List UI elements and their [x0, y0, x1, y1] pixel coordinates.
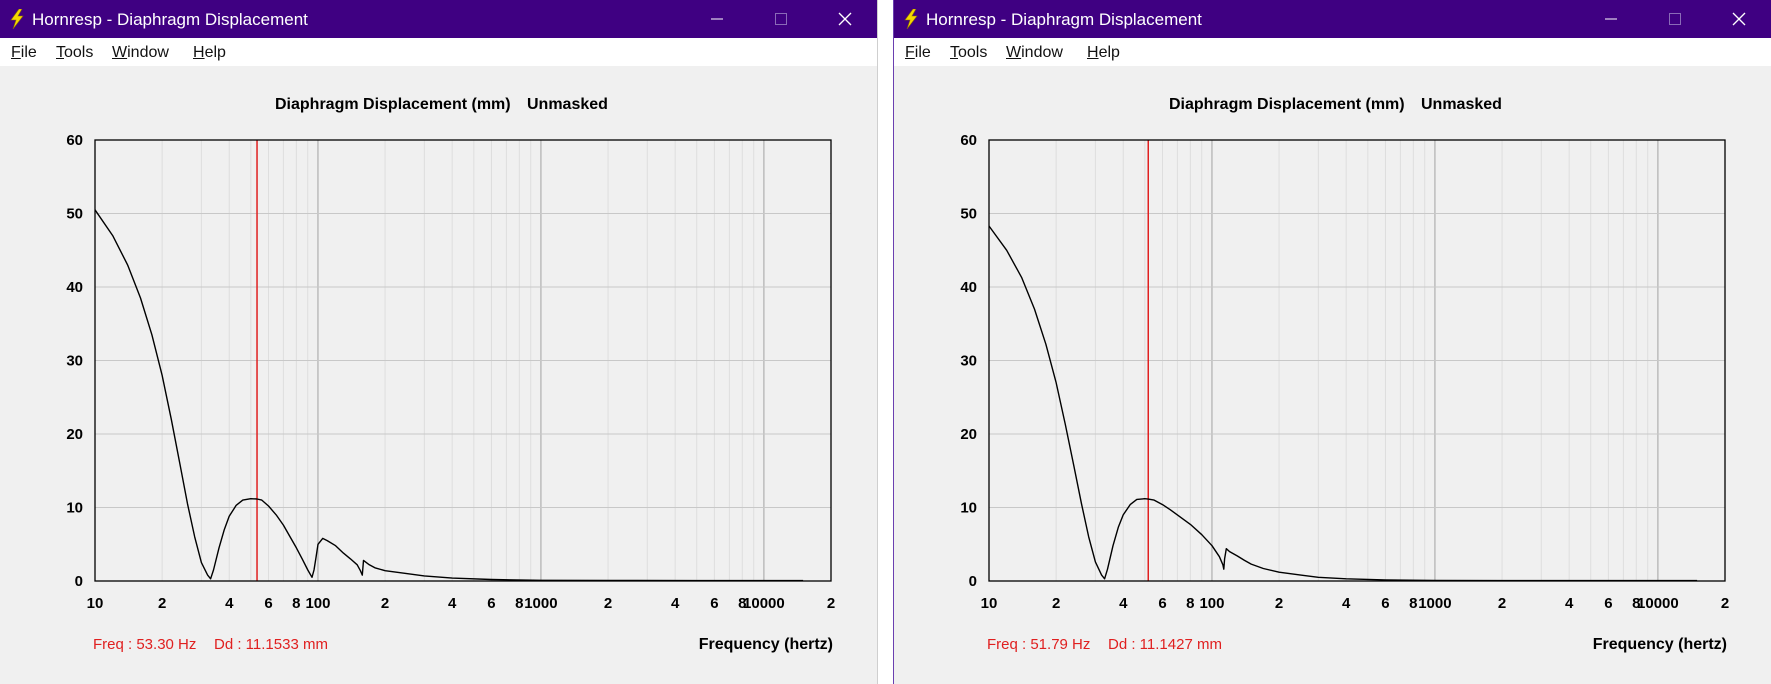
- y-tick-label: 30: [960, 353, 977, 370]
- maximize-icon: [1669, 13, 1681, 25]
- minimize-icon: [711, 18, 723, 20]
- x-tick-label: 6: [264, 595, 272, 612]
- x-tick-label: 10: [981, 595, 998, 612]
- close-button[interactable]: [813, 0, 877, 38]
- plot-area-frame: [988, 139, 1726, 582]
- menu-tools[interactable]: Tools: [950, 44, 988, 61]
- chart-mode-label: Unmasked: [1421, 96, 1502, 113]
- x-tick-label: 6: [1381, 595, 1389, 612]
- hornresp-window-left: Hornresp - Diaphragm Displacement File T…: [0, 0, 878, 684]
- x-tick-label: 4: [448, 595, 457, 612]
- x-tick-label: 1000: [524, 595, 557, 612]
- window-title: Hornresp - Diaphragm Displacement: [926, 10, 1202, 29]
- x-tick-label: 2: [1052, 595, 1060, 612]
- close-button[interactable]: [1707, 0, 1771, 38]
- maximize-button[interactable]: [749, 0, 813, 38]
- chart-mode-label: Unmasked: [527, 96, 608, 113]
- menu-tools[interactable]: Tools: [56, 44, 94, 61]
- title-bar[interactable]: Hornresp - Diaphragm Displacement: [894, 0, 1771, 38]
- displacement-chart[interactable]: Diaphragm Displacement (mm) Unmasked 010…: [894, 66, 1771, 684]
- x-tick-label: 8: [1186, 595, 1194, 612]
- menu-bar: File Tools Window Help: [894, 38, 1771, 66]
- y-tick-label: 10: [960, 500, 977, 517]
- displacement-curve: [94, 209, 804, 582]
- hornresp-window-right: Hornresp - Diaphragm Displacement File T…: [893, 0, 1771, 684]
- y-tick-label: 0: [75, 573, 83, 590]
- y-tick-label: 50: [66, 206, 83, 223]
- menu-window[interactable]: Window: [1006, 44, 1063, 61]
- menu-help[interactable]: Help: [1087, 44, 1120, 61]
- menu-file[interactable]: File: [905, 44, 931, 61]
- y-tick-label: 20: [66, 426, 83, 443]
- lightning-bolt-icon: [10, 9, 24, 29]
- y-tick-label: 40: [960, 279, 977, 296]
- x-tick-label: 8: [292, 595, 300, 612]
- close-icon: [838, 12, 852, 26]
- x-tick-label: 8: [738, 595, 746, 612]
- x-tick-label: 4: [1119, 595, 1128, 612]
- plot-area-frame: [94, 139, 832, 582]
- menu-file[interactable]: File: [11, 44, 37, 61]
- x-tick-label: 2: [604, 595, 612, 612]
- x-tick-label: 4: [1565, 595, 1574, 612]
- maximize-icon: [775, 13, 787, 25]
- x-axis-label: Frequency (hertz): [1593, 636, 1727, 653]
- x-tick-label: 4: [671, 595, 680, 612]
- x-tick-label: 2: [158, 595, 166, 612]
- menu-help[interactable]: Help: [193, 44, 226, 61]
- maximize-button[interactable]: [1643, 0, 1707, 38]
- close-icon: [1732, 12, 1746, 26]
- x-tick-label: 10: [87, 595, 104, 612]
- chart-title: Diaphragm Displacement (mm): [1169, 96, 1405, 113]
- displacement-curve: [988, 225, 1698, 582]
- x-tick-label: 6: [1604, 595, 1612, 612]
- x-tick-label: 1000: [1418, 595, 1451, 612]
- x-tick-label: 2: [381, 595, 389, 612]
- window-gap: [878, 0, 893, 684]
- x-tick-label: 8: [1632, 595, 1640, 612]
- y-tick-label: 40: [66, 279, 83, 296]
- menu-bar: File Tools Window Help: [0, 38, 877, 66]
- y-tick-label: 0: [969, 573, 977, 590]
- displacement-chart[interactable]: Diaphragm Displacement (mm) Unmasked 010…: [0, 66, 878, 684]
- y-tick-label: 60: [66, 132, 83, 149]
- x-tick-label: 6: [1158, 595, 1166, 612]
- x-tick-label: 8: [515, 595, 523, 612]
- x-tick-label: 2: [1275, 595, 1283, 612]
- x-tick-label: 10000: [743, 595, 785, 612]
- x-tick-label: 4: [225, 595, 234, 612]
- minimize-icon: [1605, 18, 1617, 20]
- x-tick-label: 100: [305, 595, 330, 612]
- x-tick-label: 6: [487, 595, 495, 612]
- x-tick-label: 6: [710, 595, 718, 612]
- title-bar[interactable]: Hornresp - Diaphragm Displacement: [0, 0, 877, 38]
- minimize-button[interactable]: [1579, 0, 1643, 38]
- chart-title: Diaphragm Displacement (mm): [275, 96, 511, 113]
- dd-readout: Dd : 11.1427 mm: [1108, 636, 1222, 653]
- y-tick-label: 50: [960, 206, 977, 223]
- y-tick-label: 10: [66, 500, 83, 517]
- x-tick-label: 4: [1342, 595, 1351, 612]
- window-title: Hornresp - Diaphragm Displacement: [32, 10, 308, 29]
- dd-readout: Dd : 11.1533 mm: [214, 636, 328, 653]
- freq-readout: Freq : 51.79 Hz: [987, 636, 1090, 653]
- x-tick-label: 8: [1409, 595, 1417, 612]
- x-tick-label: 2: [827, 595, 835, 612]
- x-tick-label: 2: [1498, 595, 1506, 612]
- y-tick-label: 20: [960, 426, 977, 443]
- x-axis-label: Frequency (hertz): [699, 636, 833, 653]
- y-tick-label: 60: [960, 132, 977, 149]
- y-tick-label: 30: [66, 353, 83, 370]
- lightning-bolt-icon: [904, 9, 918, 29]
- x-tick-label: 10000: [1637, 595, 1679, 612]
- x-tick-label: 100: [1199, 595, 1224, 612]
- minimize-button[interactable]: [685, 0, 749, 38]
- menu-window[interactable]: Window: [112, 44, 169, 61]
- x-tick-label: 2: [1721, 595, 1729, 612]
- freq-readout: Freq : 53.30 Hz: [93, 636, 196, 653]
